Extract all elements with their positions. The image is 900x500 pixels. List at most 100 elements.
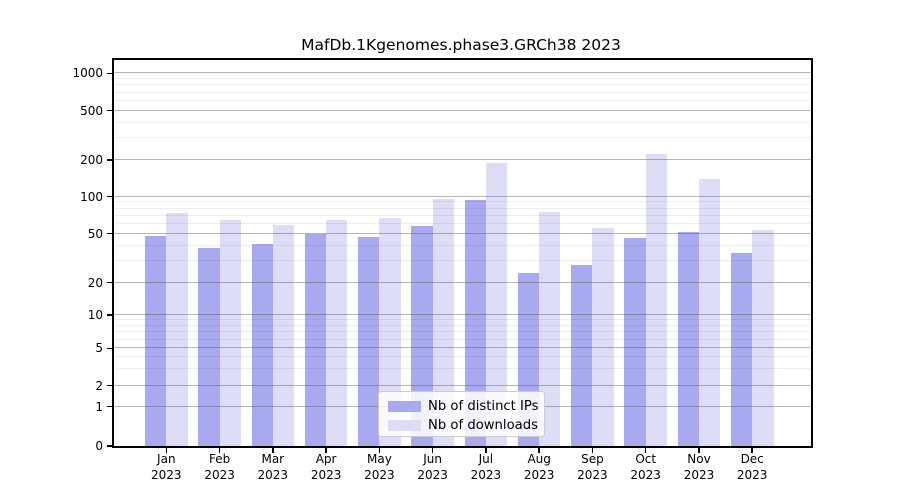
y-tick-label: 10 [87, 308, 103, 322]
x-tick-label-may: May 2023 [347, 452, 411, 483]
year-label: 2023 [364, 467, 395, 482]
bar-dec-distinct-ips [730, 252, 753, 446]
x-tick-mark [698, 448, 700, 453]
legend-entry: Nb of downloads [388, 416, 538, 435]
x-tick-mark [165, 448, 168, 453]
y-tick-mark [107, 159, 112, 161]
y-tick-mark [107, 314, 112, 316]
legend: Nb of distinct IPs Nb of downloads [378, 391, 545, 437]
month-label: Nov [687, 452, 711, 466]
x-tick-label-dec: Dec 2023 [720, 452, 784, 483]
x-tick-mark [485, 448, 487, 453]
x-tick-mark [644, 448, 647, 453]
y-tick-mark [107, 109, 112, 112]
month-label: Jan [157, 452, 176, 466]
x-tick-label-mar: Mar 2023 [241, 452, 305, 483]
plot-area [111, 58, 813, 448]
month-label: Feb [208, 452, 231, 466]
month-label: Jun [423, 452, 442, 466]
year-label: 2023 [151, 467, 182, 482]
bar-oct-downloads [645, 153, 667, 446]
distinct-ips-legend-swatch [388, 401, 421, 412]
bar-apr-distinct-ips [304, 233, 327, 446]
bar-may-distinct-ips [358, 236, 380, 446]
month-label: Sep [581, 452, 604, 466]
bar-jun-downloads [432, 198, 454, 446]
bar-jun-distinct-ips [411, 225, 433, 446]
bar-jul-distinct-ips [464, 200, 486, 446]
bar-jan-downloads [166, 212, 188, 446]
year-label: 2023 [310, 467, 342, 482]
bar-sep-downloads [592, 227, 614, 446]
bar-mar-distinct-ips [251, 244, 273, 446]
bar-sep-distinct-ips [571, 264, 593, 446]
bars-layer [114, 60, 811, 446]
legend-label: Nb of downloads [428, 418, 538, 433]
x-tick-mark [431, 448, 434, 453]
bar-may-downloads [379, 218, 401, 446]
y-tick-mark [107, 281, 112, 284]
x-tick-label-oct: Oct 2023 [614, 452, 678, 483]
x-tick-mark [751, 448, 753, 453]
y-tick-mark [107, 232, 112, 235]
bar-mar-downloads [272, 224, 295, 446]
month-label: Jul [478, 452, 494, 466]
bar-aug-downloads [539, 212, 561, 446]
month-label: Aug [527, 452, 551, 466]
month-label: May [366, 452, 392, 466]
legend-entry: Nb of distinct IPs [388, 397, 539, 416]
bar-apr-downloads [326, 220, 348, 446]
year-label: 2023 [630, 467, 661, 482]
y-tick-mark [107, 72, 112, 75]
y-tick-mark [107, 347, 112, 350]
legend-label: Nb of distinct IPs [428, 399, 539, 414]
y-tick-label: 100 [80, 189, 103, 204]
month-label: Mar [261, 452, 285, 466]
y-tick-label: 2 [95, 378, 103, 393]
y-tick-label: 200 [80, 153, 103, 167]
y-tick-label: 20 [87, 275, 103, 290]
y-tick-label: 50 [87, 226, 103, 241]
x-tick-label-apr: Apr 2023 [294, 452, 358, 483]
x-tick-mark [538, 448, 540, 453]
x-tick-mark [591, 448, 594, 453]
year-label: 2023 [257, 467, 289, 482]
year-label: 2023 [736, 467, 768, 482]
y-tick-label: 1000 [72, 66, 103, 81]
bar-jul-downloads [485, 162, 508, 446]
year-label: 2023 [470, 467, 502, 482]
x-tick-label-jun: Jun 2023 [401, 452, 465, 483]
bar-jan-distinct-ips [145, 235, 167, 446]
y-tick-label: 5 [95, 341, 103, 356]
month-label: Dec [740, 452, 764, 466]
year-label: 2023 [523, 467, 555, 482]
y-tick-mark [107, 384, 112, 387]
bar-dec-downloads [752, 230, 774, 446]
month-label: Apr [315, 452, 337, 466]
month-label: Oct [635, 452, 657, 466]
bar-oct-distinct-ips [624, 238, 646, 446]
y-tick-mark [107, 405, 112, 408]
bar-feb-downloads [219, 220, 241, 446]
y-tick-label: 1 [95, 399, 103, 414]
y-tick-mark [107, 195, 112, 198]
x-tick-mark [218, 448, 221, 453]
bar-feb-distinct-ips [198, 248, 220, 446]
x-tick-label-jan: Jan 2023 [134, 452, 198, 483]
x-tick-label-feb: Feb 2023 [188, 452, 252, 483]
y-tick-label: 0 [95, 439, 103, 453]
year-label: 2023 [577, 467, 608, 482]
bar-nov-distinct-ips [677, 232, 699, 446]
x-tick-label-nov: Nov 2023 [667, 452, 731, 483]
year-label: 2023 [417, 467, 448, 482]
x-tick-mark [378, 448, 381, 453]
x-tick-mark [272, 448, 274, 453]
x-tick-label-jul: Jul 2023 [454, 452, 518, 483]
x-tick-mark [325, 448, 327, 453]
x-tick-label-sep: Sep 2023 [560, 452, 624, 483]
year-label: 2023 [683, 467, 715, 482]
x-tick-label-aug: Aug 2023 [507, 452, 571, 483]
y-tick-label: 500 [80, 103, 103, 118]
year-label: 2023 [204, 467, 235, 482]
